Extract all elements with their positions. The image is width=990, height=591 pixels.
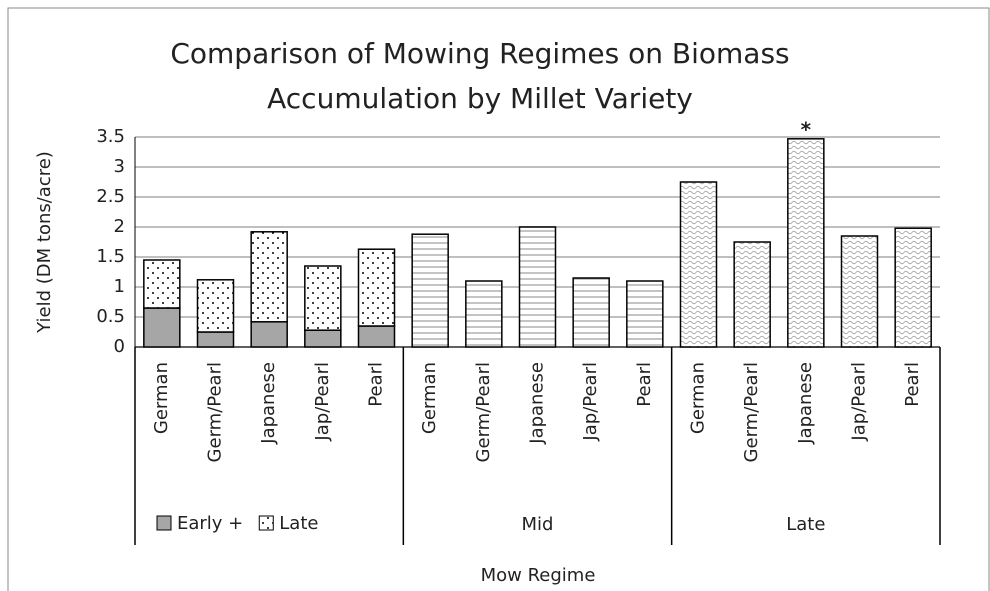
x-tick-label: Pearl xyxy=(902,362,923,407)
bar-segment xyxy=(304,265,342,331)
bar-segment xyxy=(465,280,503,348)
legend-label: Early + xyxy=(177,513,243,534)
x-axis-label: Mow Regime xyxy=(481,565,596,586)
bar-segment xyxy=(250,321,288,348)
y-tick-label: 2 xyxy=(114,216,125,237)
y-tick-label: 0.5 xyxy=(96,306,125,327)
y-tick-label: 1 xyxy=(114,276,125,297)
x-tick-label: Pearl xyxy=(366,362,387,407)
bar-segment xyxy=(626,280,664,348)
annotation: * xyxy=(801,117,812,141)
x-tick-label: Jap/Pearl xyxy=(849,362,870,442)
bar-segment xyxy=(196,279,235,333)
bar-segment xyxy=(143,307,181,348)
x-tick-label: Jap/Pearl xyxy=(580,362,601,442)
x-tick-label: Japanese xyxy=(258,362,279,445)
x-tick-label: German xyxy=(419,362,440,434)
bar-segment xyxy=(357,248,396,327)
legend-swatch xyxy=(258,515,274,531)
x-tick-label: Jap/Pearl xyxy=(312,362,333,442)
y-tick-label: 3.5 xyxy=(96,126,125,147)
legend-label: Late xyxy=(279,513,318,534)
bar-segment xyxy=(304,329,342,348)
bar-segment xyxy=(518,226,557,348)
bar-segment xyxy=(357,325,396,348)
y-tick-label: 2.5 xyxy=(96,186,125,207)
bar-segment xyxy=(143,259,181,309)
x-tick-label: Germ/Pearl xyxy=(473,362,494,462)
y-tick-label: 3 xyxy=(114,156,125,177)
bar-segment xyxy=(572,277,610,348)
bar-segment xyxy=(787,138,825,348)
bar-segment xyxy=(250,231,288,323)
x-tick-label: German xyxy=(688,362,709,434)
bar-segment xyxy=(411,233,449,348)
group-label: Mid xyxy=(522,514,554,535)
bar-segment xyxy=(894,227,932,348)
y-tick-label: 0 xyxy=(114,336,125,357)
chart-border xyxy=(7,7,990,591)
x-tick-label: German xyxy=(151,362,172,434)
x-tick-label: Pearl xyxy=(634,362,655,407)
x-tick-label: Japanese xyxy=(527,362,548,445)
bar-segment xyxy=(679,181,718,348)
x-tick-label: Germ/Pearl xyxy=(741,362,762,462)
chart-title: Accumulation by Millet Variety xyxy=(267,82,693,115)
legend-swatch xyxy=(156,515,172,531)
y-axis-label: Yield (DM tons/acre) xyxy=(34,151,55,334)
bar-segment xyxy=(840,235,879,348)
chart-title: Comparison of Mowing Regimes on Biomass xyxy=(170,37,789,70)
group-label: Late xyxy=(786,514,825,535)
bar-segment xyxy=(196,331,235,348)
x-tick-label: Germ/Pearl xyxy=(205,362,226,462)
y-tick-label: 1.5 xyxy=(96,246,125,267)
bar-segment xyxy=(733,241,771,348)
x-tick-label: Japanese xyxy=(795,362,816,445)
